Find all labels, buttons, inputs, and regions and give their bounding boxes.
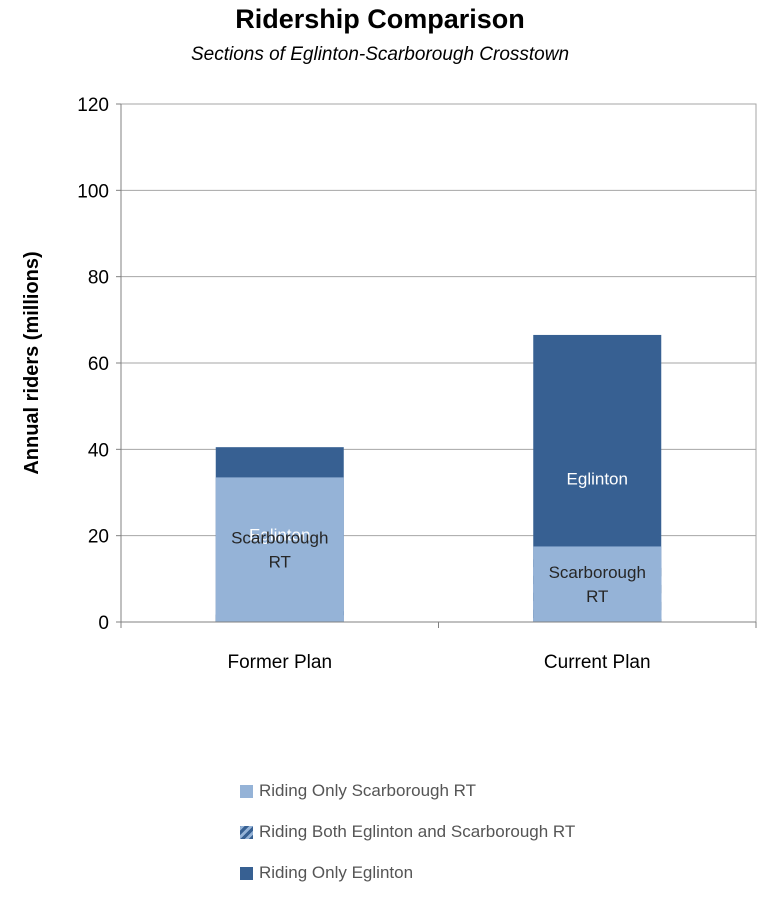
legend-label: Riding Only Eglinton <box>259 863 414 882</box>
bars <box>215 334 662 622</box>
bar-data-label: Eglinton <box>249 526 310 545</box>
legend-swatch <box>240 825 253 839</box>
legend-swatch <box>240 784 253 798</box>
legend-label: Riding Only Scarborough RT <box>259 781 477 800</box>
legend-item: Riding Both Eglinton and Scarborough RT <box>240 821 575 843</box>
y-tick-label: 20 <box>88 527 109 548</box>
y-tick-label: 80 <box>88 268 109 289</box>
x-tick-label: Current Plan <box>544 652 651 673</box>
legend: Riding Only Scarborough RT Riding Both Eg… <box>240 780 575 903</box>
y-axis-title: Annual riders (millions) <box>21 251 43 474</box>
y-tick-label: 40 <box>88 440 109 461</box>
legend-item: Riding Only Scarborough RT <box>240 780 575 802</box>
x-tick-label: Former Plan <box>227 652 332 673</box>
y-tick-label: 100 <box>77 181 109 202</box>
y-tick-label: 0 <box>98 613 109 634</box>
bar-segment <box>533 546 662 622</box>
bar-segment <box>215 477 344 622</box>
bar-data-label: Scarborough RT <box>549 563 646 606</box>
chart-title: Ridership Comparison <box>235 4 525 34</box>
bar-data-label: Scarborough RT <box>231 529 328 572</box>
y-tick-label: 120 <box>77 95 109 116</box>
y-tick-label: 60 <box>88 354 109 375</box>
legend-label: Riding Both Eglinton and Scarborough RT <box>259 822 576 841</box>
bar-data-label: Eglinton <box>567 469 628 488</box>
axes <box>116 103 757 628</box>
chart-subtitle: Sections of Eglinton-Scarborough Crossto… <box>190 44 570 65</box>
legend-swatch <box>240 866 253 880</box>
legend-item: Riding Only Eglinton <box>240 862 575 884</box>
